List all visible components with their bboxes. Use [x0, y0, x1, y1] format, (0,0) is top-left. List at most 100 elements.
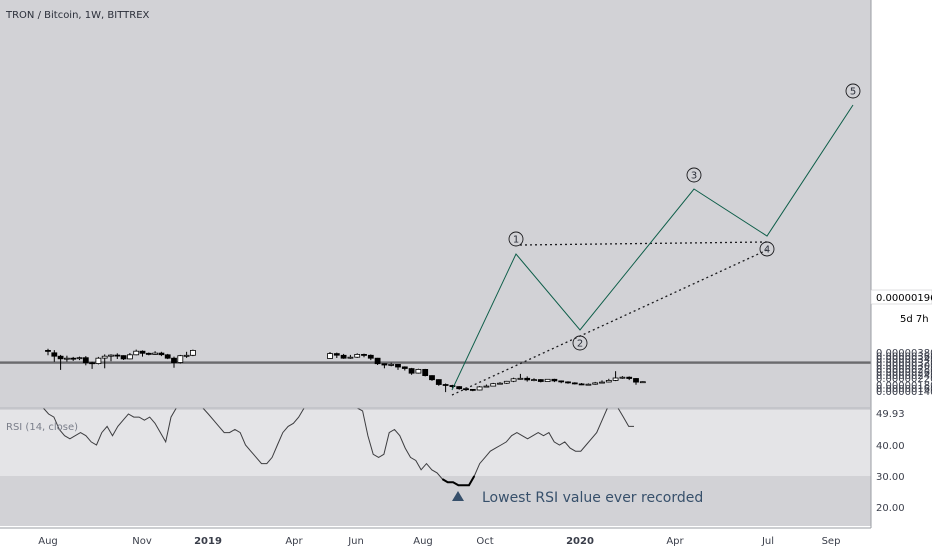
candle-down — [626, 376, 633, 379]
trendlines-group — [451, 241, 768, 396]
candle-down — [449, 385, 456, 388]
rsi-tick-label: 40.00 — [876, 441, 905, 452]
candle-up — [354, 353, 361, 358]
candle-up — [152, 352, 159, 355]
candle-up — [415, 368, 422, 374]
candle-up — [490, 383, 497, 387]
wave-label-circle — [508, 231, 524, 247]
rsi-tick-label: 20.00 — [876, 503, 905, 514]
last-price-label: 0.00000196 — [876, 293, 932, 304]
time-tick-label: Aug — [413, 536, 433, 547]
wave-label-circle — [686, 167, 702, 183]
time-tick-label: 2020 — [566, 536, 594, 547]
candle-down — [158, 352, 165, 356]
rsi-band — [0, 410, 871, 476]
candle-down — [558, 380, 565, 383]
rsi-current-value: 49.93 — [876, 409, 905, 420]
price-tick-label: 0.00000160 — [876, 384, 932, 395]
candle-up — [592, 382, 599, 385]
price-tick-label: 0.00000280 — [876, 364, 932, 375]
wave-label: 3 — [691, 171, 697, 182]
candle-up — [517, 377, 524, 380]
wave-label: 2 — [577, 339, 583, 350]
candle-down — [120, 355, 127, 360]
rsi-legend[interactable]: RSI (14, close) — [6, 422, 78, 433]
candle-down — [633, 378, 639, 383]
candle-up — [531, 379, 537, 382]
price-axis-background — [871, 0, 932, 550]
candle-up — [483, 385, 490, 388]
candle-up — [189, 349, 196, 356]
candle-down — [442, 384, 449, 386]
candle-up — [95, 357, 102, 365]
time-tick-label: Nov — [132, 536, 152, 547]
candle-down — [551, 378, 558, 382]
candle-down — [114, 354, 121, 357]
candle-down — [565, 381, 571, 384]
price-tick-label: 0.00000140 — [876, 387, 932, 398]
candle-down — [361, 353, 367, 356]
price-tick-label: 0.00000340 — [876, 355, 932, 366]
wave-label: 5 — [850, 87, 856, 98]
candle-up — [612, 377, 619, 381]
candle-down — [408, 368, 415, 374]
candle-down — [145, 352, 152, 355]
time-axis[interactable]: Aug Nov 2019 Apr Jun Aug Oct 2020 Apr Jul Sep — [38, 536, 840, 547]
candle-down — [89, 362, 95, 365]
candle-down — [435, 379, 442, 385]
candle-down — [401, 366, 408, 369]
last-price-tag: 0.00000196 5d 7h — [870, 289, 932, 325]
candle-down — [381, 363, 388, 366]
price-axis[interactable]: 0.000003800.000003600.000003400.00000320… — [876, 348, 932, 514]
flat-resistance-line — [519, 241, 768, 246]
wave-label: 1 — [513, 235, 519, 246]
candle-down — [429, 375, 435, 381]
candle-down — [524, 377, 531, 381]
up-triangle-icon — [452, 491, 464, 501]
wave-label-circle — [759, 241, 775, 257]
price-tick-label: 0.00000300 — [876, 361, 932, 372]
time-tick-label: Apr — [666, 536, 684, 547]
candle-up — [327, 353, 333, 359]
countdown-label: 5d 7h — [900, 314, 929, 325]
candle-down — [456, 386, 463, 390]
candle-up — [585, 383, 592, 386]
candle-up — [177, 355, 184, 363]
rsi-low-segment — [441, 475, 476, 487]
candle-down — [45, 349, 51, 352]
candle-up — [639, 381, 646, 384]
candles-group — [45, 348, 646, 393]
price-tick-label: 0.00000220 — [876, 374, 932, 385]
price-pane-background — [0, 0, 871, 408]
candle-down — [571, 382, 578, 385]
time-tick-label: 2019 — [194, 536, 222, 547]
candle-up — [605, 379, 612, 383]
rsi-tick-label: 30.00 — [876, 472, 905, 483]
chart-title[interactable]: TRON / Bitcoin, 1W, BITTREX — [5, 10, 150, 21]
candle-up — [497, 382, 503, 385]
candle-up — [347, 356, 354, 359]
candle-down — [171, 357, 177, 364]
candle-down — [469, 388, 476, 391]
candle-up — [476, 386, 483, 391]
candle-down — [57, 355, 64, 360]
price-tick-label: 0.00000360 — [876, 351, 932, 362]
time-tick-label: Aug — [38, 536, 58, 547]
candle-up — [183, 354, 190, 357]
time-tick-label: Sep — [822, 536, 841, 547]
candle-up — [108, 354, 114, 357]
candle-down — [70, 357, 77, 360]
candle-down — [537, 379, 544, 382]
price-tick-label: 0.00000180 — [876, 381, 932, 392]
price-tick-label: 0.00000380 — [876, 348, 932, 359]
candle-up — [127, 354, 133, 360]
candle-up — [544, 378, 551, 382]
candle-down — [395, 363, 401, 368]
candle-up — [133, 350, 140, 356]
wave-count-group: 1 2 3 4 5 — [451, 83, 861, 391]
rsi-annotation-text: Lowest RSI value ever recorded — [482, 490, 703, 506]
time-tick-label: Apr — [285, 536, 303, 547]
candle-up — [503, 380, 510, 384]
time-tick-label: Jun — [347, 536, 364, 547]
